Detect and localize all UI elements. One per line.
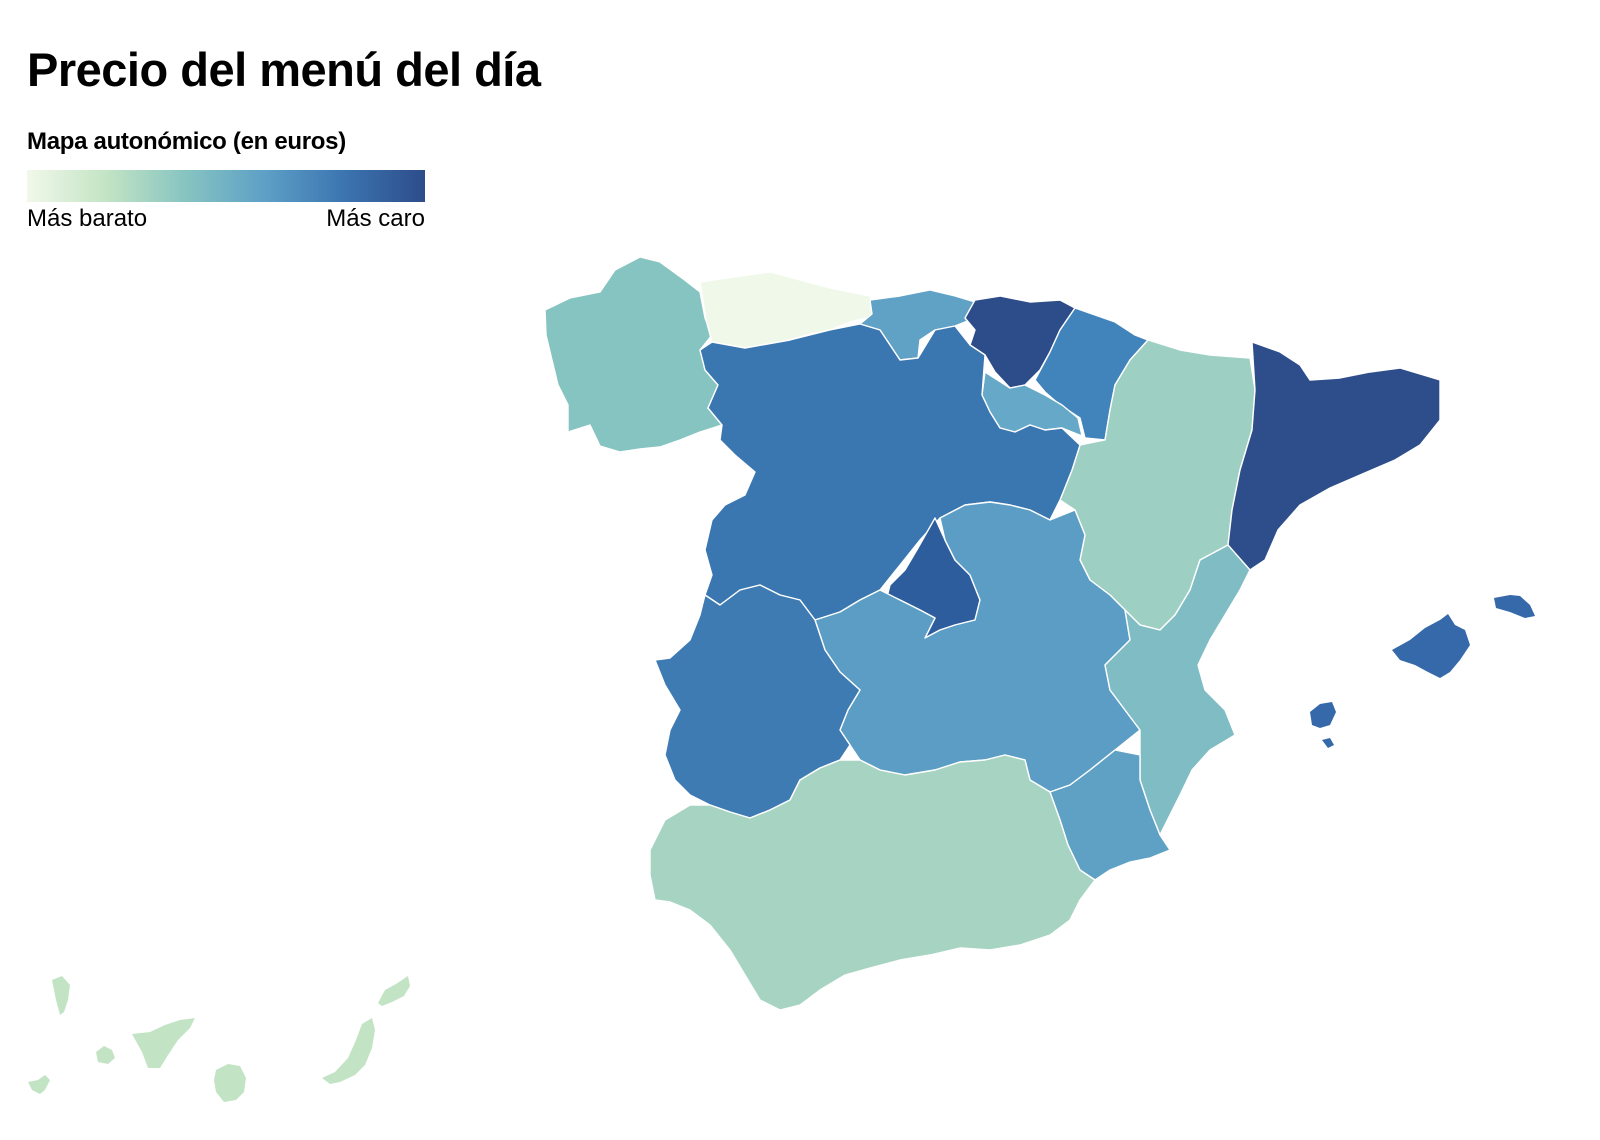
region-baleares-ibiza[interactable]: [1310, 702, 1336, 728]
region-galicia[interactable]: [544, 256, 723, 453]
region-pais-vasco[interactable]: [964, 295, 1076, 389]
region-cataluna[interactable]: [1227, 341, 1441, 571]
region-canarias-gran-canaria[interactable]: [214, 1064, 246, 1102]
region-canarias-tenerife[interactable]: [132, 1018, 195, 1068]
legend-high-label: Más caro: [326, 205, 425, 232]
region-canarias-lanzarote[interactable]: [378, 976, 410, 1006]
region-canarias-fuerteventura[interactable]: [322, 1018, 375, 1084]
region-baleares-formentera[interactable]: [1322, 738, 1334, 748]
legend-low-label: Más barato: [27, 205, 148, 232]
region-canarias-la-gomera[interactable]: [96, 1046, 115, 1064]
map-subtitle: Mapa autonómico (en euros): [27, 128, 346, 155]
map-title: Precio del menú del día: [27, 43, 541, 96]
region-canarias-la-palma[interactable]: [52, 976, 70, 1015]
region-baleares-mallorca[interactable]: [1392, 614, 1470, 678]
region-andalucia[interactable]: [649, 754, 1096, 1011]
region-canarias-el-hierro[interactable]: [28, 1075, 50, 1094]
region-baleares-menorca[interactable]: [1494, 595, 1535, 618]
legend-color-scale: [27, 170, 425, 202]
